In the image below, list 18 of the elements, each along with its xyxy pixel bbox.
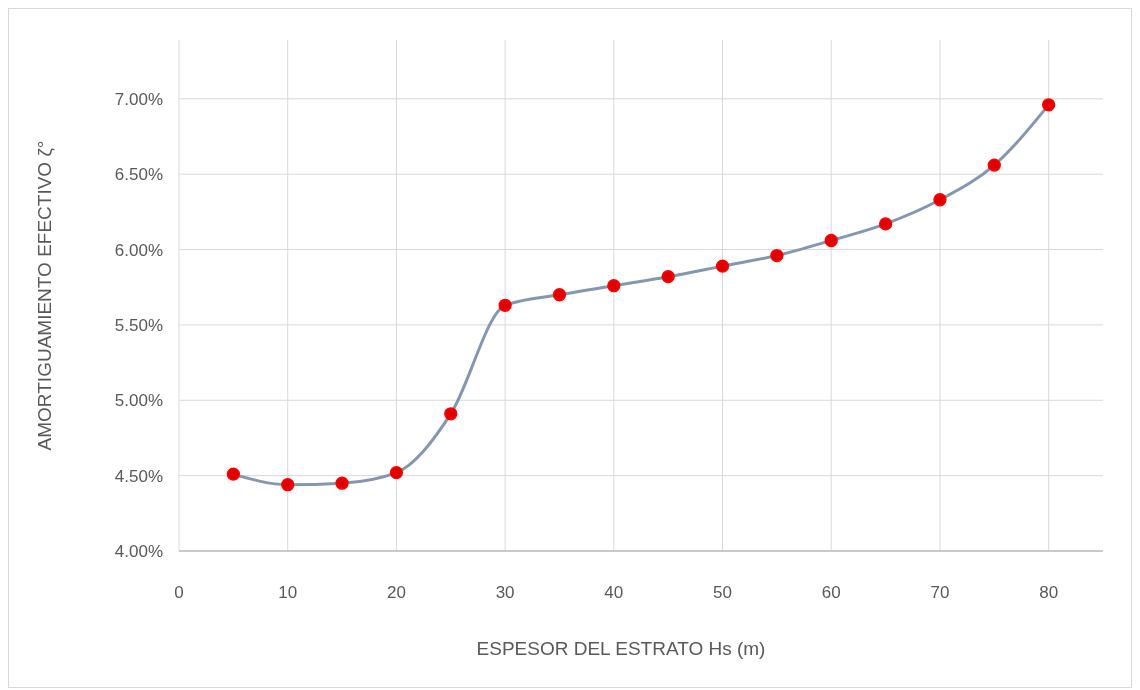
y-axis-title: AMORTIGUAMIENTO EFECTIVO ζ° [34, 140, 55, 451]
y-tick-label: 4.50% [114, 466, 163, 486]
x-tick-label: 60 [821, 583, 841, 602]
y-tick-label: 5.50% [114, 315, 163, 335]
x-tick-label: 10 [278, 583, 298, 602]
y-tick-label: 6.50% [114, 165, 163, 185]
x-tick-label: 0 [174, 583, 184, 602]
x-tick-label: 70 [930, 583, 950, 602]
x-tick-label: 30 [495, 583, 515, 602]
y-tick-label: 7.00% [114, 89, 163, 109]
y-tick-label: 5.00% [114, 391, 163, 411]
x-tick-label: 80 [1039, 583, 1059, 602]
y-tick-label: 6.00% [114, 240, 163, 260]
y-tick-label: 4.00% [114, 542, 163, 561]
x-tick-label: 50 [713, 583, 732, 602]
x-axis-title: ESPESOR DEL ESTRATO Hs (m) [476, 638, 766, 659]
x-tick-label: 40 [604, 583, 624, 602]
x-tick-label: 20 [386, 583, 406, 602]
